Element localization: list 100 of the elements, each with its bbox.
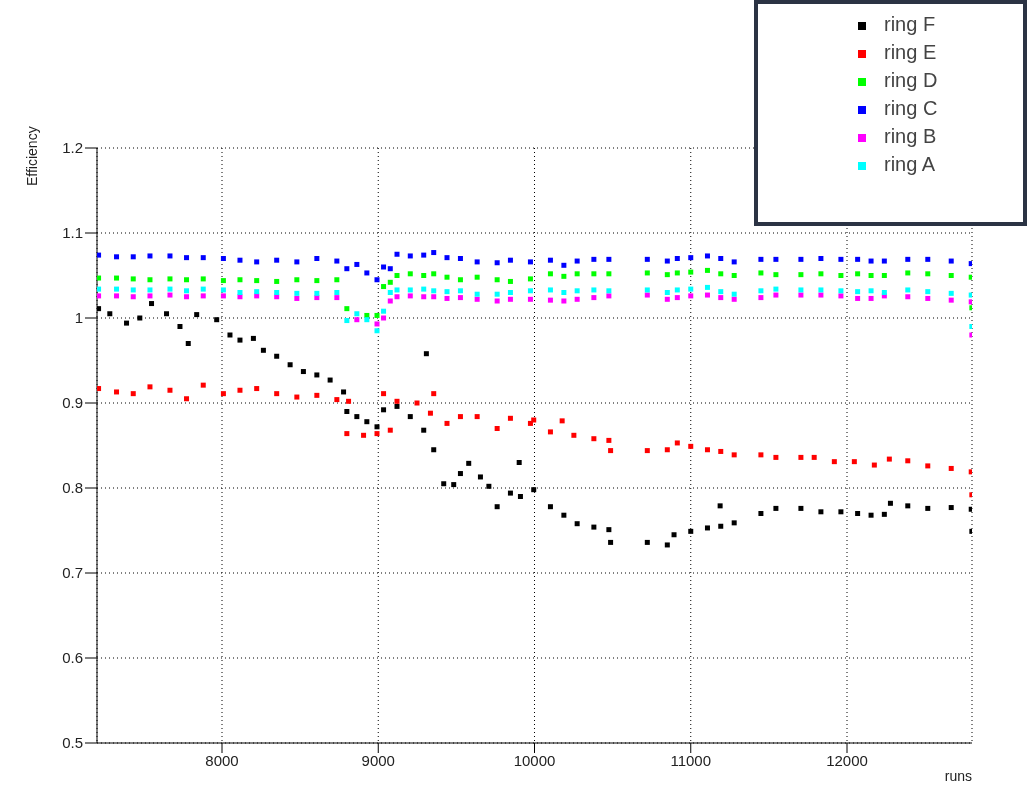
point [114, 389, 120, 395]
point [254, 289, 260, 295]
x-tick-label: 9000 [361, 751, 395, 769]
point [606, 437, 612, 443]
point [574, 258, 580, 264]
point [237, 387, 243, 393]
point [97, 386, 102, 392]
point [664, 447, 670, 453]
point [507, 290, 513, 295]
point [200, 382, 206, 388]
point [200, 276, 206, 282]
point [758, 256, 764, 262]
point [507, 257, 513, 263]
point [334, 290, 340, 295]
point [457, 277, 463, 283]
point [905, 294, 911, 300]
point [394, 398, 400, 404]
point [314, 392, 320, 398]
point [444, 420, 450, 426]
x-tick-label: 11000 [670, 751, 712, 769]
point [704, 267, 710, 273]
point [905, 256, 911, 262]
point [494, 298, 500, 304]
point [147, 384, 153, 390]
point [688, 255, 694, 261]
point [688, 443, 694, 449]
point [773, 286, 779, 292]
point [381, 264, 387, 270]
point [547, 297, 553, 303]
point [114, 286, 120, 292]
point [758, 452, 764, 458]
point [688, 286, 694, 292]
point [561, 262, 567, 268]
point [547, 429, 553, 435]
point [644, 448, 650, 454]
point [606, 288, 612, 294]
point [731, 273, 737, 278]
point [147, 277, 153, 283]
legend-label: ring A [884, 153, 936, 175]
point [220, 256, 226, 261]
point [838, 273, 844, 278]
point [354, 261, 360, 267]
point [457, 414, 463, 420]
point [868, 258, 874, 264]
point [394, 294, 400, 300]
point [773, 454, 779, 460]
point [334, 277, 340, 283]
point [374, 431, 380, 437]
point [361, 432, 367, 438]
point [644, 287, 650, 293]
point [237, 277, 243, 283]
point [354, 311, 360, 317]
point [407, 287, 413, 293]
point [561, 298, 567, 304]
legend-label: ring F [884, 13, 936, 35]
point [184, 255, 190, 261]
x-axis-title: runs [944, 768, 972, 784]
point [274, 257, 280, 263]
point [547, 287, 553, 293]
point [591, 271, 597, 277]
point [444, 289, 450, 295]
point [220, 287, 226, 293]
point [731, 291, 737, 297]
point [344, 431, 350, 437]
point [374, 277, 380, 283]
point [591, 295, 597, 301]
point [591, 256, 597, 262]
point [925, 256, 931, 262]
point [444, 255, 450, 261]
point [855, 271, 861, 277]
point [968, 299, 972, 305]
point [811, 454, 817, 460]
point [274, 278, 280, 284]
point [130, 276, 136, 282]
point [444, 274, 450, 280]
point [387, 279, 393, 285]
point [274, 290, 280, 295]
point [407, 253, 413, 259]
point [200, 255, 206, 261]
point [167, 253, 173, 259]
point [925, 295, 931, 301]
legend-label: ring B [884, 125, 937, 147]
point [421, 294, 427, 300]
point [364, 317, 370, 323]
point [507, 296, 513, 302]
point [547, 257, 553, 263]
point [855, 295, 861, 301]
x-tick-label: 10000 [513, 751, 556, 769]
point [184, 288, 190, 294]
point [881, 258, 887, 264]
point [818, 271, 824, 277]
point [531, 417, 537, 423]
point [574, 296, 580, 302]
point [574, 288, 580, 294]
point [798, 287, 804, 293]
point [294, 277, 300, 283]
point [574, 271, 580, 277]
point [731, 452, 737, 458]
point [968, 292, 972, 298]
point [494, 260, 500, 266]
